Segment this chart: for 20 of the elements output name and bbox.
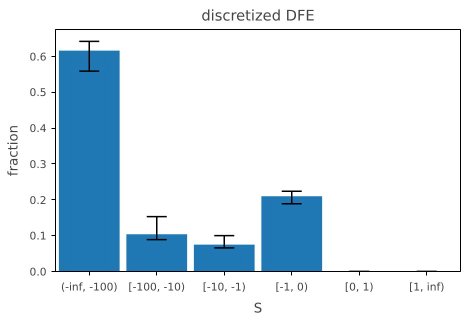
x-tick-label: [0, 1) [344,280,374,294]
y-tick-label: 0.3 [30,158,47,171]
chart-title: discretized DFE [201,8,315,24]
x-axis-title: S [254,302,262,316]
x-tick-label: [-10, -1) [202,280,246,294]
x-tick-label: [-100, -10) [128,280,186,294]
y-tick-label: 0.6 [30,50,47,64]
bar [126,234,188,272]
y-tick-label: 0.4 [30,122,47,136]
bar [261,196,322,272]
x-tick-label: (-inf, -100) [60,280,118,294]
bar [58,50,120,272]
bar [194,244,255,272]
x-tick-label: [1, inf) [409,280,444,294]
y-tick-label: 0.5 [30,86,47,100]
x-tick-label: [-1, 0) [276,280,308,294]
y-axis-title: fraction [6,124,22,176]
y-tick-label: 0.0 [30,266,47,278]
y-tick-label: 0.2 [30,194,47,207]
y-tick-label: 0.1 [30,230,47,243]
